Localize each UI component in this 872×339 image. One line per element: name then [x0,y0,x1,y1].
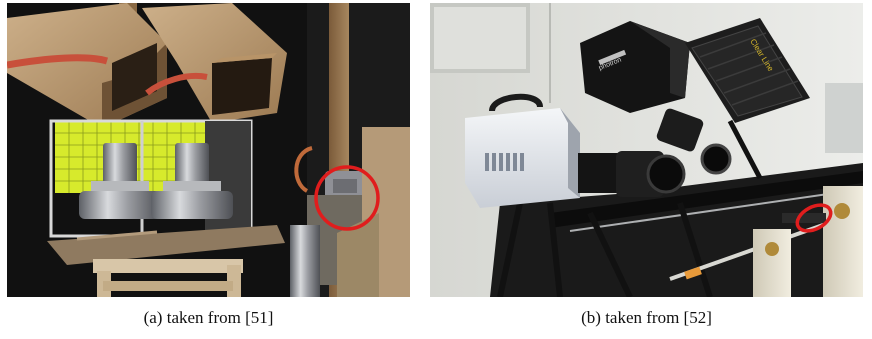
highlight-ellipse [795,203,833,233]
high-speed-camera-white [465,93,686,208]
wooden-table [47,225,285,297]
wooden-duct-right [142,3,287,123]
canister-right [151,143,233,219]
red-hose [7,54,109,69]
canister-left [79,143,161,219]
led-light-panel: Clear Line [685,18,810,180]
tripod [497,202,713,297]
caption-b-label: (b) [581,308,601,327]
highlight-circle [314,165,380,231]
caption-a-label: (a) [143,308,163,327]
photo-b: photron Clear Line [430,3,863,297]
wooden-duct-left [7,3,167,128]
caption-b-text: taken from [52] [605,308,712,327]
caption-b: (b) taken from [52] [430,308,863,328]
photo-a-illustration [7,3,410,297]
photo-b-illustration: photron Clear Line [430,3,863,297]
caption-a: (a) taken from [51] [7,308,410,328]
caption-a-text: taken from [51] [166,308,274,327]
photo-a [7,3,410,297]
high-speed-camera-black: photron [580,21,732,175]
pressure-transducer [290,127,410,297]
specimen-mounts [753,186,863,297]
